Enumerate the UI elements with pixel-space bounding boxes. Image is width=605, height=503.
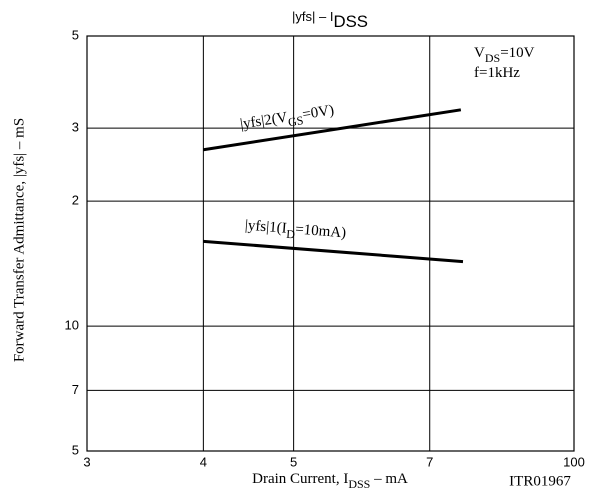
text-part: – mA xyxy=(370,471,408,487)
y-tick-label: 5 xyxy=(72,27,79,42)
line-label: |yfs|1(ID=10mA) xyxy=(244,218,347,245)
text-part: |yfs| – I xyxy=(292,9,333,24)
text-part: Drain Current, I xyxy=(252,471,348,487)
figure-code: ITR01967 xyxy=(509,473,571,489)
data-line xyxy=(203,108,462,152)
x-tick-label: 7 xyxy=(426,454,433,469)
text-part: DS xyxy=(485,51,500,65)
text-part: GS xyxy=(287,113,304,129)
text-part: D xyxy=(286,227,296,242)
text-part: f=1kHz xyxy=(474,65,520,81)
y-tick-label: 10 xyxy=(65,318,79,333)
condition: f=1kHz xyxy=(474,65,520,81)
y-axis-label: Forward Transfer Admittance, |yfs| – mS xyxy=(11,118,27,362)
y-tick-label: 3 xyxy=(72,120,79,135)
x-tick-label: 4 xyxy=(200,454,207,469)
y-tick-label: 7 xyxy=(72,382,79,397)
x-tick-label: 100 xyxy=(563,454,585,469)
text-part: =10V xyxy=(500,45,534,61)
y-tick-label: 2 xyxy=(72,193,79,208)
data-line xyxy=(203,239,464,264)
x-axis-label: Drain Current, IDSS – mA xyxy=(252,471,408,490)
text-part: |yfs| xyxy=(244,218,270,236)
text-part: DSS xyxy=(348,477,370,491)
condition: VDS=10V xyxy=(474,45,535,64)
x-tick-label: 3 xyxy=(83,454,90,469)
line-label: |yfs|2(VGS=0V) xyxy=(239,103,336,137)
plot-frame xyxy=(86,35,575,452)
text-part: |yfs| xyxy=(239,114,266,134)
x-tick-label: 5 xyxy=(290,454,297,469)
text-part: V xyxy=(474,45,485,61)
text-part: DSS xyxy=(333,12,368,31)
text-part: =0V) xyxy=(301,103,335,124)
text-part: 1(I xyxy=(269,220,288,237)
chart-title: |yfs| – IDSS xyxy=(292,9,368,31)
y-tick-label: 5 xyxy=(72,442,79,457)
text-part: 2(V xyxy=(263,110,289,129)
text-part: =10mA) xyxy=(295,222,347,242)
